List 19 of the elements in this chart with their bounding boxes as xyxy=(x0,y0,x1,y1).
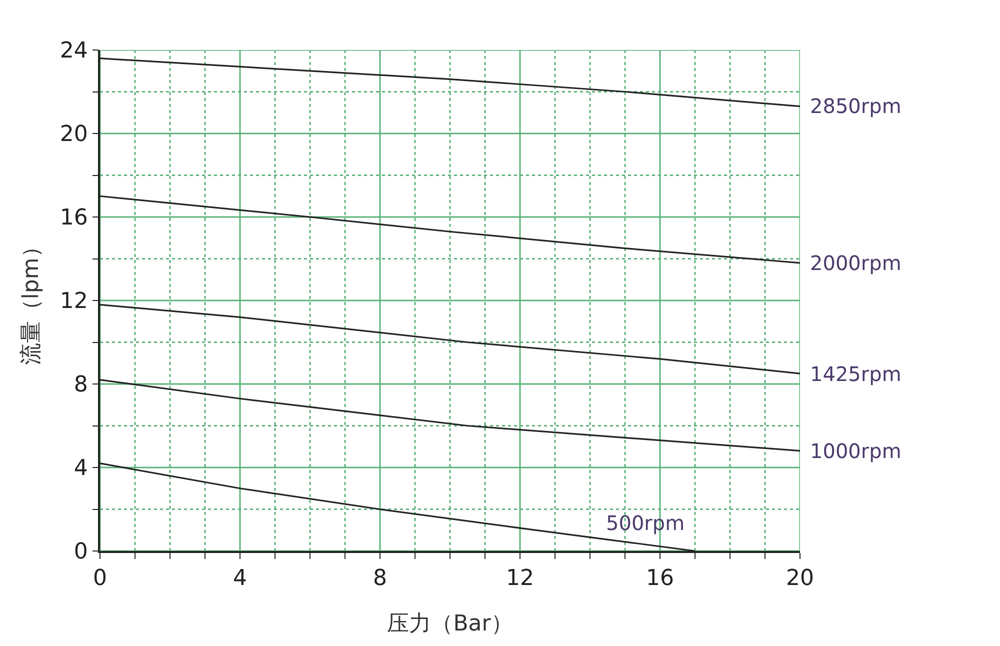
y-tick-label: 24 xyxy=(60,38,88,64)
series-label: 1000rpm xyxy=(810,439,902,463)
series-label: 2850rpm xyxy=(810,94,902,118)
y-tick-label: 4 xyxy=(74,456,88,482)
x-tick-label: 0 xyxy=(93,566,107,592)
series-label: 2000rpm xyxy=(810,251,902,275)
y-axis-title: 流量（lpm） xyxy=(19,236,44,366)
x-tick-label: 4 xyxy=(233,566,247,592)
x-tick-label: 16 xyxy=(646,566,674,592)
y-tick-label: 8 xyxy=(74,372,88,398)
x-tick-label: 12 xyxy=(506,566,534,592)
x-tick-label: 20 xyxy=(786,566,814,592)
x-tick-label: 8 xyxy=(373,566,387,592)
series-label: 1425rpm xyxy=(810,362,902,386)
y-tick-label: 12 xyxy=(60,289,88,314)
y-tick-label: 0 xyxy=(74,540,88,565)
y-tick-label: 20 xyxy=(60,122,88,148)
y-tick-label: 16 xyxy=(60,206,88,231)
x-axis-title: 压力（Bar） xyxy=(387,612,513,637)
